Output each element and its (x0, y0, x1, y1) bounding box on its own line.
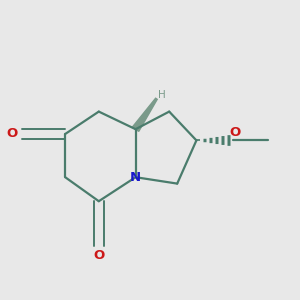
Text: O: O (93, 249, 104, 262)
Polygon shape (132, 98, 157, 131)
Text: N: N (130, 171, 141, 184)
Text: O: O (7, 128, 18, 140)
Text: O: O (229, 126, 240, 139)
Text: H: H (158, 90, 166, 100)
